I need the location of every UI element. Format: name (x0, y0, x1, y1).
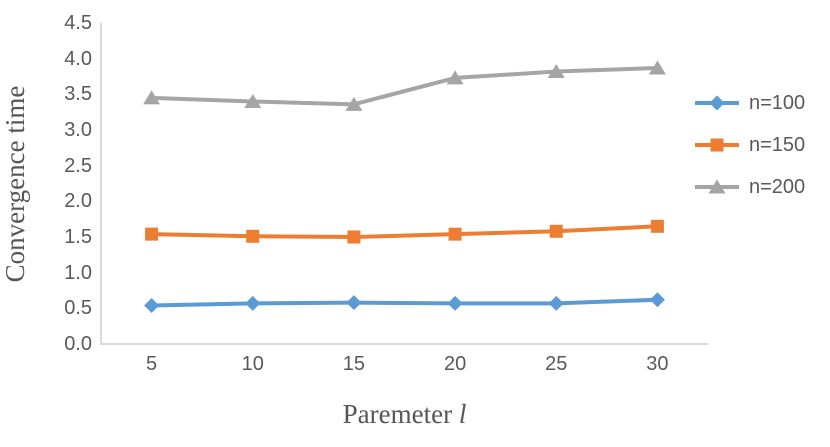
data-point-n=200-15 (345, 96, 363, 111)
legend-item-n=100: n=100 (694, 82, 805, 124)
x-tick-label: 30 (646, 353, 669, 375)
y-axis-title: Convergence time (0, 86, 30, 283)
data-point-n=150-15 (347, 230, 361, 244)
series-line-n=150 (151, 224, 658, 239)
y-tick-label: 1.5 (64, 226, 92, 248)
data-point-n=100-10 (245, 295, 261, 311)
x-axis-title: Paremeter l (101, 399, 708, 430)
y-tick-label: 0.0 (64, 333, 92, 355)
data-point-n=100-20 (447, 295, 463, 311)
legend-square-icon (695, 138, 739, 152)
x-tick-label: 20 (443, 353, 467, 375)
data-point-n=200-20 (446, 70, 464, 85)
data-point-n=100-15 (346, 295, 362, 311)
data-point-n=150-20 (448, 227, 462, 241)
series-line-n=200 (151, 65, 658, 107)
y-tick-label: 2.0 (64, 190, 92, 213)
y-tick-label: 2.5 (64, 154, 92, 177)
legend-label: n=100 (749, 91, 806, 114)
y-tick-label: 4.5 (64, 12, 92, 34)
legend-label: n=150 (749, 133, 806, 156)
data-point-n=150-30 (650, 219, 664, 233)
data-point-n=200-10 (244, 93, 262, 108)
y-tick-label: 1.0 (64, 261, 92, 284)
x-tick-label: 15 (342, 353, 366, 375)
data-point-n=200-5 (143, 90, 161, 105)
y-tick-label: 3.0 (64, 119, 92, 141)
legend-label: n=200 (749, 175, 806, 198)
legend-triangle-icon (695, 179, 739, 194)
legend-item-n=150: n=150 (694, 124, 805, 166)
axes (100, 23, 708, 345)
data-point-n=150-5 (145, 227, 159, 241)
data-point-n=150-10 (246, 229, 260, 243)
data-point-n=100-25 (548, 295, 564, 311)
x-tick-label: 25 (545, 353, 568, 375)
data-point-n=200-30 (648, 60, 666, 75)
data-point-n=200-25 (547, 64, 565, 79)
x-axis-title-text: Paremeter (342, 399, 453, 429)
data-point-n=150-25 (549, 224, 563, 238)
legend: n=100 n=150 n=200 (694, 82, 805, 208)
y-tick-label: 3.5 (64, 83, 92, 106)
y-tick-label: 0.5 (64, 297, 92, 320)
x-tick-label: 10 (241, 353, 264, 375)
series-layer (143, 60, 666, 313)
legend-item-n=200: n=200 (694, 166, 805, 208)
x-axis-title-variable: l (458, 399, 467, 429)
x-tick-label: 5 (146, 353, 158, 375)
legend-diamond-icon (695, 95, 739, 111)
data-point-n=100-30 (649, 292, 665, 308)
series-line-n=100 (151, 297, 658, 308)
data-point-n=100-5 (144, 297, 160, 313)
y-tick-label: 4.0 (64, 47, 92, 70)
